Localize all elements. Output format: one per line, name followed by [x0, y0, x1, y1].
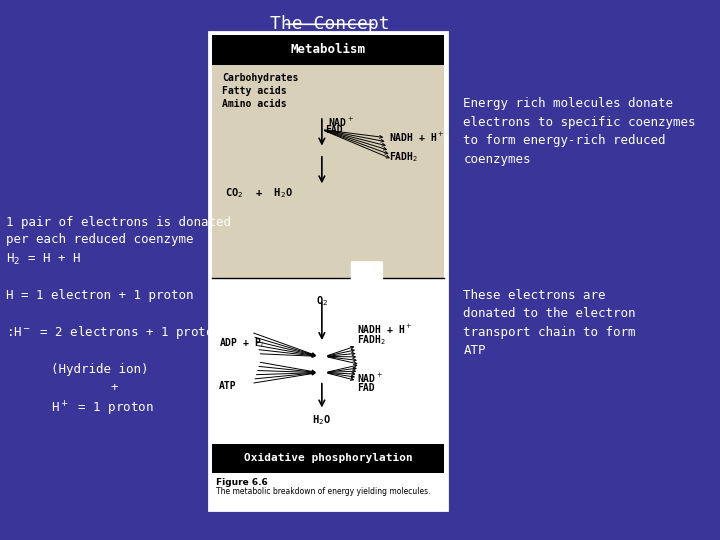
FancyBboxPatch shape [212, 83, 444, 275]
Text: Metabolism: Metabolism [291, 43, 366, 57]
FancyBboxPatch shape [210, 32, 447, 510]
Text: CO$_2$  +  H$_2$O: CO$_2$ + H$_2$O [225, 186, 293, 200]
FancyBboxPatch shape [212, 444, 444, 472]
Text: O$_2$: O$_2$ [316, 294, 328, 308]
Text: FADH$_2$: FADH$_2$ [390, 150, 418, 164]
FancyBboxPatch shape [212, 472, 444, 508]
Text: FAD: FAD [357, 383, 375, 393]
Text: Carbohydrates
Fatty acids
Amino acids: Carbohydrates Fatty acids Amino acids [222, 73, 299, 109]
Text: H$_2$O: H$_2$O [312, 413, 331, 427]
Text: Oxidative phosphorylation: Oxidative phosphorylation [244, 454, 413, 463]
Text: 1 pair of electrons is donated
per each reduced coenzyme
H$_2$ = H + H

H = 1 el: 1 pair of electrons is donated per each … [6, 216, 231, 418]
FancyArrow shape [344, 262, 390, 313]
FancyBboxPatch shape [212, 35, 444, 65]
FancyBboxPatch shape [212, 65, 444, 278]
Text: ADP + P$_i$: ADP + P$_i$ [219, 336, 264, 350]
Text: NAD$^+$: NAD$^+$ [357, 372, 383, 384]
Text: The metabolic breakdown of energy yielding molecules.: The metabolic breakdown of energy yieldi… [216, 487, 430, 496]
Text: NADH + H$^+$: NADH + H$^+$ [390, 131, 445, 144]
Text: NAD$^+$: NAD$^+$ [328, 116, 354, 129]
Text: FAD: FAD [325, 125, 343, 136]
Text: The Concept: The Concept [270, 15, 390, 32]
Text: Energy rich molecules donate
electrons to specific coenzymes
to form energy-rich: Energy rich molecules donate electrons t… [464, 97, 696, 166]
Text: NADH + H$^+$: NADH + H$^+$ [357, 323, 413, 336]
Text: Figure 6.6: Figure 6.6 [216, 478, 267, 487]
Text: ATP: ATP [219, 381, 236, 391]
Text: These electrons are
donated to the electron
transport chain to form
ATP: These electrons are donated to the elect… [464, 289, 636, 357]
Text: FADH$_2$: FADH$_2$ [357, 333, 387, 347]
